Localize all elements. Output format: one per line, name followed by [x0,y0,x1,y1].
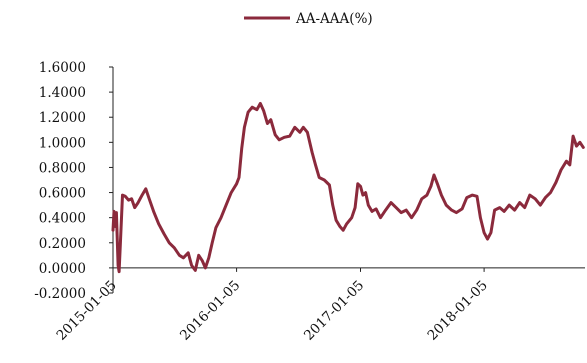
y-axis: 1.6000 1.4000 1.2000 1.0000 0.8000 0.6000 0.40… [34,60,114,302]
y-tick-label: 1.4000 [39,85,86,101]
y-tick-label: 0.4000 [39,211,86,227]
x-axis: 2015-01-05 2016-01-05 2017-01-05 2018-01-05 [53,267,585,344]
series-line-aa-aaa [111,101,585,274]
y-tick-label: 1.0000 [39,135,86,151]
legend-label: AA-AAA(%) [295,11,373,27]
y-tick-label: 0.8000 [39,160,86,176]
x-tick-label: 2018-01-05 [425,277,491,343]
y-tick-label: -0.2000 [34,286,86,302]
x-tick-label: 2017-01-05 [301,277,367,343]
y-tick-label: 0.0000 [39,261,86,277]
x-tick-label: 2016-01-05 [177,277,243,343]
series-group [111,101,585,274]
legend: AA-AAA(%) [244,11,373,27]
y-tick-label: 0.2000 [39,236,86,252]
y-tick-label: 1.2000 [39,110,86,126]
y-tick-label: 0.6000 [39,186,86,202]
y-tick-label: 1.6000 [39,60,86,76]
